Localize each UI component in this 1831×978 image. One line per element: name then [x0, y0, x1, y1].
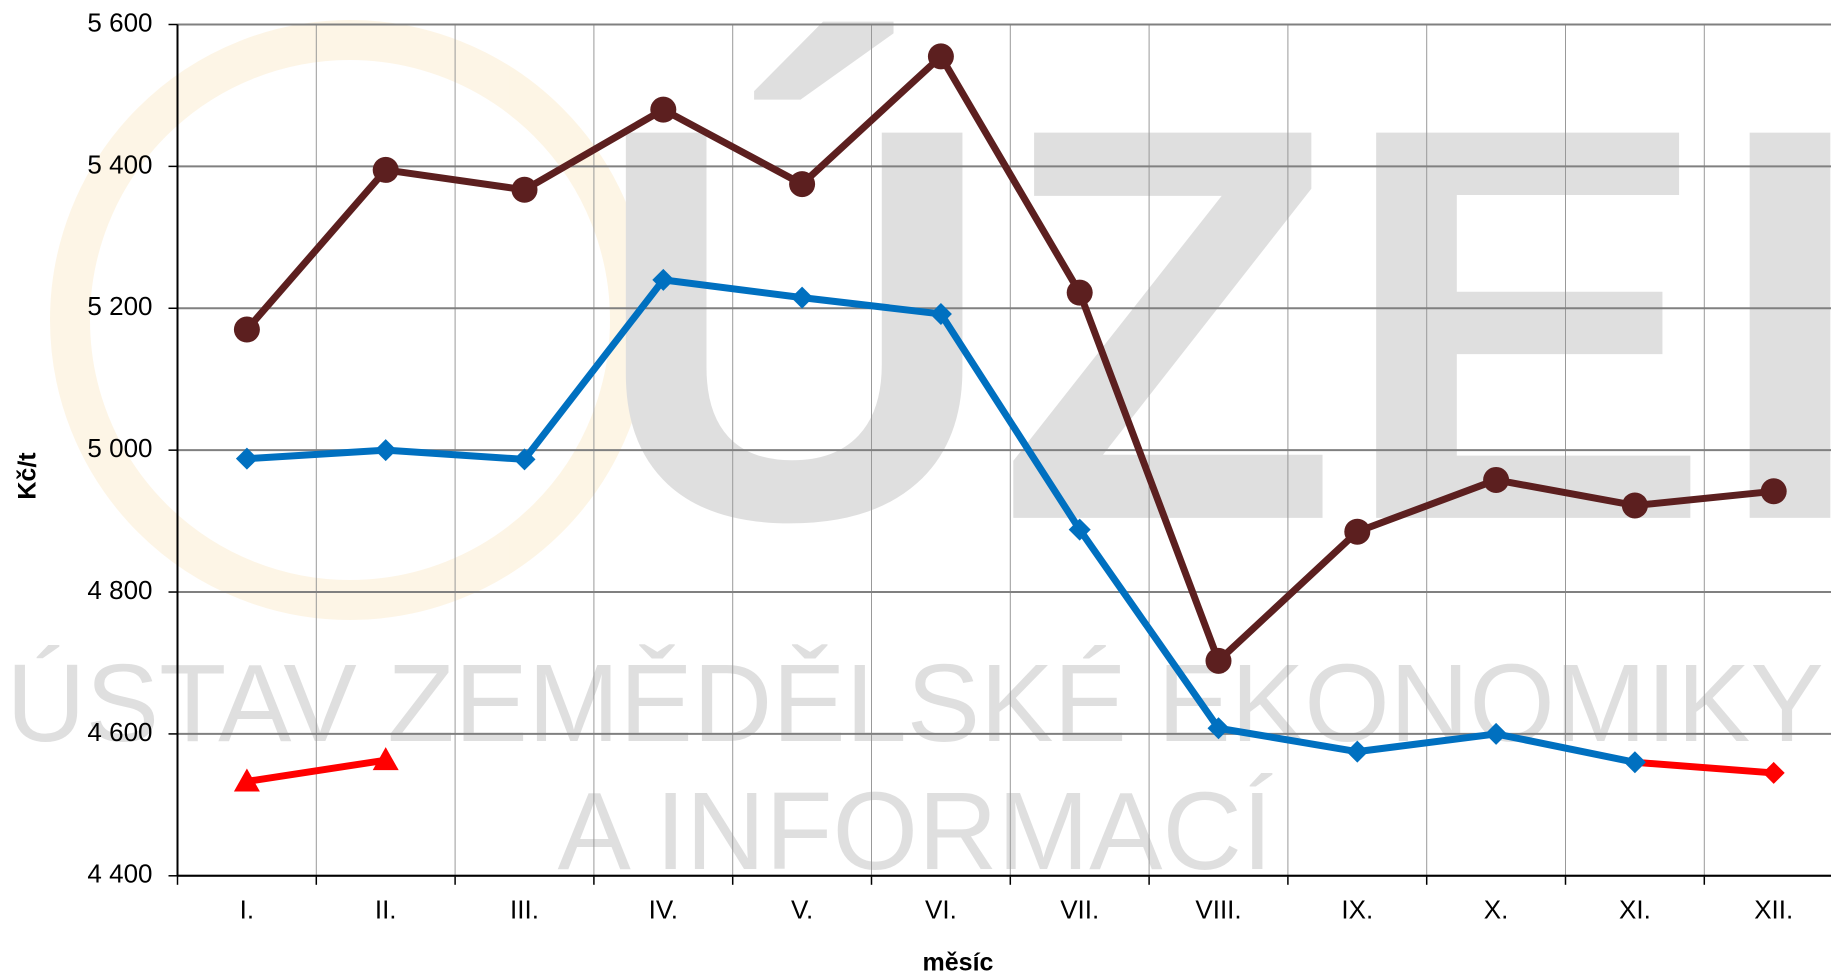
- point: [1621, 492, 1648, 519]
- y-tick-label: 5 600: [87, 7, 152, 37]
- point: [1760, 478, 1787, 505]
- x-axis-title: měsíc: [923, 949, 994, 977]
- point: [650, 96, 677, 123]
- x-tick-label: V.: [791, 895, 813, 925]
- point: [1483, 466, 1510, 493]
- point: [511, 176, 538, 203]
- watermark-text: A INFORMACÍ: [557, 770, 1272, 893]
- point: [1344, 518, 1371, 545]
- x-tick-label: XI.: [1619, 895, 1651, 925]
- point: [1066, 279, 1093, 306]
- point: [1762, 761, 1785, 784]
- y-tick-label: 5 200: [87, 291, 152, 321]
- x-tick-label: VIII.: [1195, 895, 1241, 925]
- y-tick-label: 5 000: [87, 433, 152, 463]
- y-tick-label: 4 600: [87, 717, 152, 747]
- point: [513, 448, 536, 471]
- x-tick-label: I.: [240, 895, 254, 925]
- x-tick-label: III.: [510, 895, 539, 925]
- point: [929, 302, 952, 325]
- y-tick-label: 4 400: [87, 859, 152, 889]
- point: [374, 439, 397, 462]
- x-tick-label: IX.: [1341, 895, 1373, 925]
- watermark-logo: [50, 20, 650, 620]
- point: [1207, 717, 1230, 740]
- y-tick-label: 4 800: [87, 575, 152, 605]
- x-tick-label: VI.: [925, 895, 957, 925]
- point: [372, 156, 399, 183]
- point: [791, 286, 814, 309]
- watermark: ÚZEI ÚSTAV ZEMĚDĚLSKÉ EKONOMIKY A INFORM…: [6, 11, 1831, 893]
- x-tick-label: IV.: [649, 895, 678, 925]
- x-tick-label: II.: [375, 895, 397, 925]
- point: [233, 316, 260, 343]
- watermark-text: ÚSTAV ZEMĚDĚLSKÉ EKONOMIKY: [6, 642, 1823, 765]
- point: [235, 447, 258, 470]
- series-line: [246, 756, 387, 785]
- point: [233, 768, 260, 792]
- point: [1623, 751, 1646, 774]
- point: [927, 43, 954, 70]
- x-tick-label: X.: [1484, 895, 1509, 925]
- y-axis-title: Kč/t: [14, 452, 42, 500]
- x-tick-label: VII.: [1060, 895, 1099, 925]
- point: [1346, 740, 1369, 763]
- x-tick-label: XII.: [1754, 895, 1793, 925]
- y-tick-label: 5 400: [87, 149, 152, 179]
- series-line: [1634, 758, 1774, 777]
- series-line: [244, 52, 1775, 665]
- point: [789, 171, 816, 198]
- point: [1485, 722, 1508, 745]
- watermark-text: ÚZEI: [592, 11, 1831, 637]
- point: [652, 268, 675, 291]
- point: [1068, 518, 1091, 541]
- point: [372, 747, 399, 771]
- point: [1205, 647, 1232, 674]
